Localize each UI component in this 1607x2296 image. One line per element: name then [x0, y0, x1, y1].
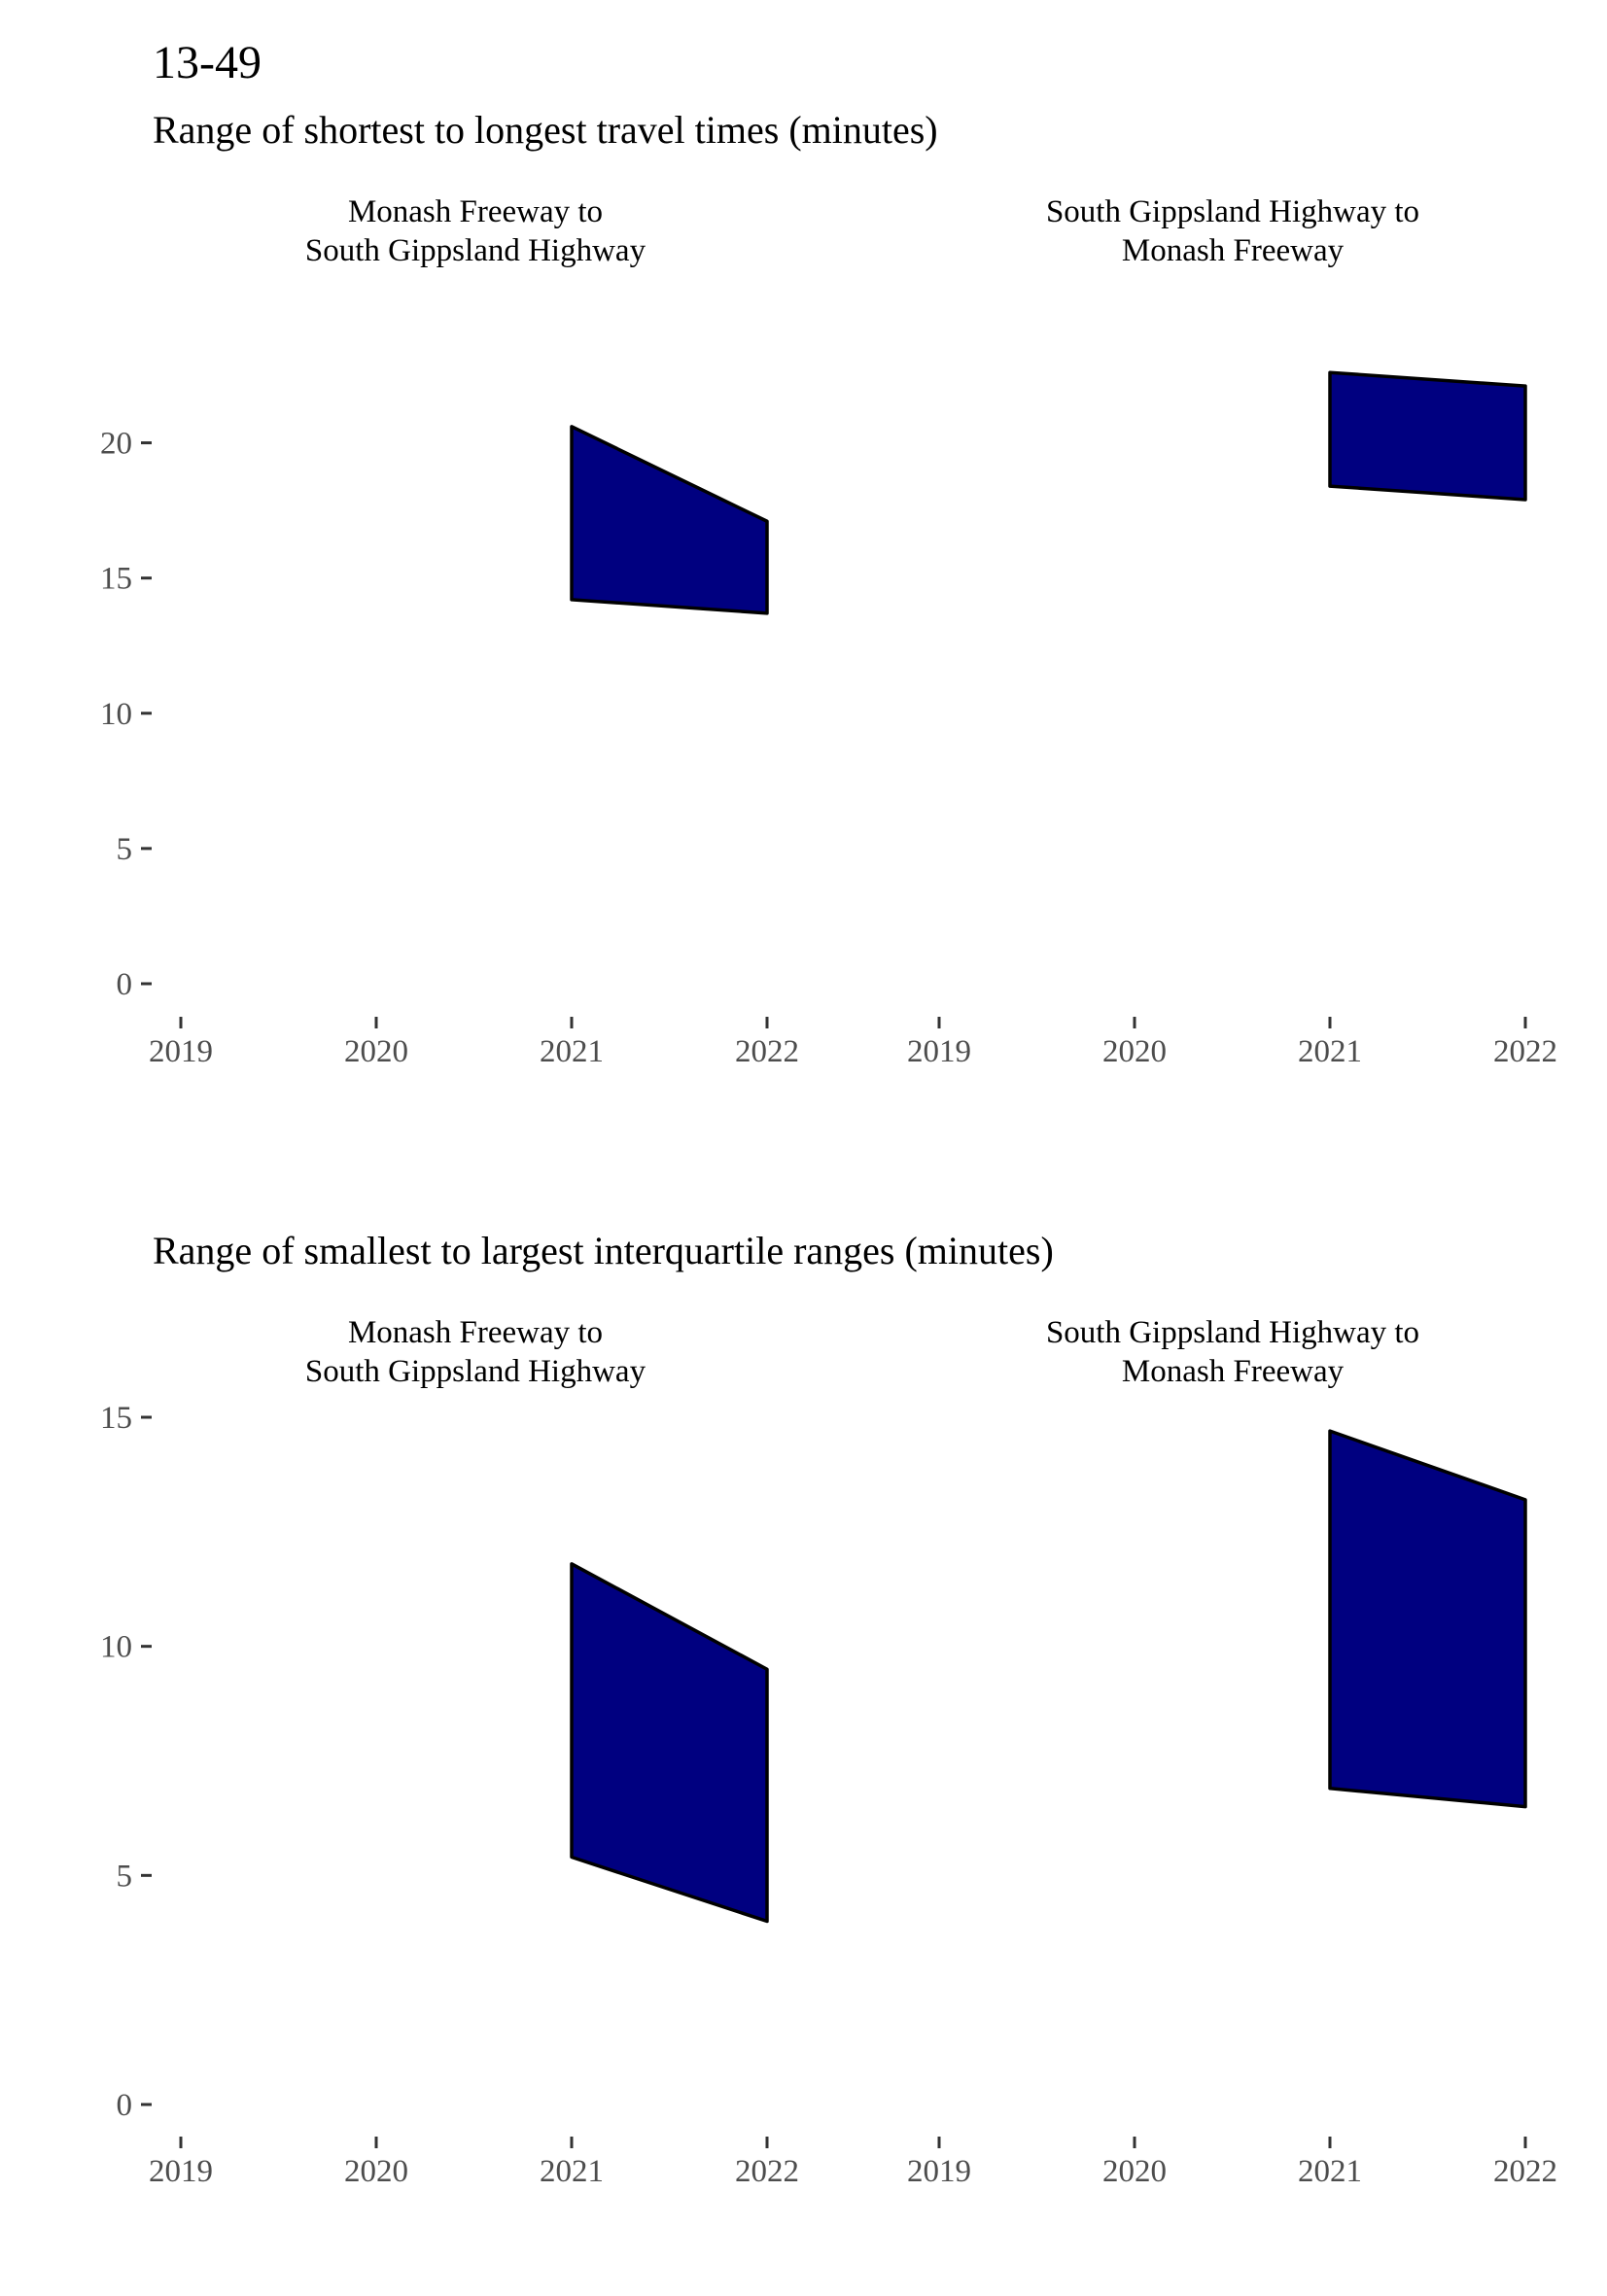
- x-tick-label: 2020: [1102, 1034, 1167, 1069]
- chart-travel-times: Range of shortest to longest travel time…: [100, 108, 1557, 1069]
- chart-title: Range of shortest to longest travel time…: [153, 108, 938, 152]
- x-tick-label: 2021: [1298, 1034, 1362, 1069]
- y-tick-label: 5: [117, 1859, 133, 1894]
- facet-panel-1: Monash Freeway to South Gippsland Highway…: [149, 194, 799, 1069]
- y-tick-label: 15: [100, 1401, 132, 1436]
- x-tick-label: 2020: [1102, 2154, 1167, 2189]
- facet-label: Monash Freeway to: [348, 1315, 603, 1350]
- page-title: 13-49: [153, 37, 262, 88]
- facet-label: South Gippsland Highway to: [1046, 194, 1419, 229]
- facet-panel-1: Monash Freeway to South Gippsland Highway…: [149, 1315, 799, 2189]
- y-tick-label: 0: [117, 967, 133, 1002]
- y-tick-label: 0: [117, 2088, 133, 2123]
- chart-title: Range of smallest to largest interquarti…: [153, 1229, 1054, 1272]
- x-tick-label: 2021: [540, 2154, 604, 2189]
- x-tick-label: 2021: [1298, 2154, 1362, 2189]
- x-tick-label: 2020: [344, 2154, 408, 2189]
- x-tick-label: 2020: [344, 1034, 408, 1069]
- facet-label: Monash Freeway: [1122, 233, 1345, 268]
- facet-label: South Gippsland Highway to: [1046, 1315, 1419, 1350]
- y-tick-label: 20: [100, 427, 132, 462]
- chart-interquartile-ranges: Range of smallest to largest interquarti…: [100, 1229, 1557, 2189]
- range-band: [570, 425, 769, 615]
- x-tick-label: 2021: [540, 1034, 604, 1069]
- x-tick-label: 2019: [149, 1034, 213, 1069]
- facet-label: South Gippsland Highway: [305, 1354, 646, 1389]
- x-tick-label: 2022: [735, 1034, 799, 1069]
- range-band: [1328, 370, 1527, 502]
- range-band: [1328, 1429, 1527, 1809]
- y-tick-label: 5: [117, 832, 133, 867]
- y-tick-label: 15: [100, 562, 132, 597]
- y-tick-label: 10: [100, 697, 132, 732]
- x-tick-label: 2022: [1493, 2154, 1557, 2189]
- facet-panel-2: South Gippsland Highway to Monash Freeway…: [907, 1315, 1557, 2189]
- x-tick-label: 2019: [149, 2154, 213, 2189]
- x-tick-label: 2019: [907, 2154, 971, 2189]
- x-tick-label: 2022: [735, 2154, 799, 2189]
- x-tick-label: 2022: [1493, 1034, 1557, 1069]
- facet-label: Monash Freeway: [1122, 1354, 1345, 1389]
- y-tick-label: 10: [100, 1630, 132, 1665]
- range-band: [570, 1562, 769, 1924]
- x-tick-label: 2019: [907, 1034, 971, 1069]
- facet-label: Monash Freeway to: [348, 194, 603, 229]
- facet-panel-2: South Gippsland Highway to Monash Freeway…: [907, 194, 1557, 1069]
- facet-label: South Gippsland Highway: [305, 233, 646, 268]
